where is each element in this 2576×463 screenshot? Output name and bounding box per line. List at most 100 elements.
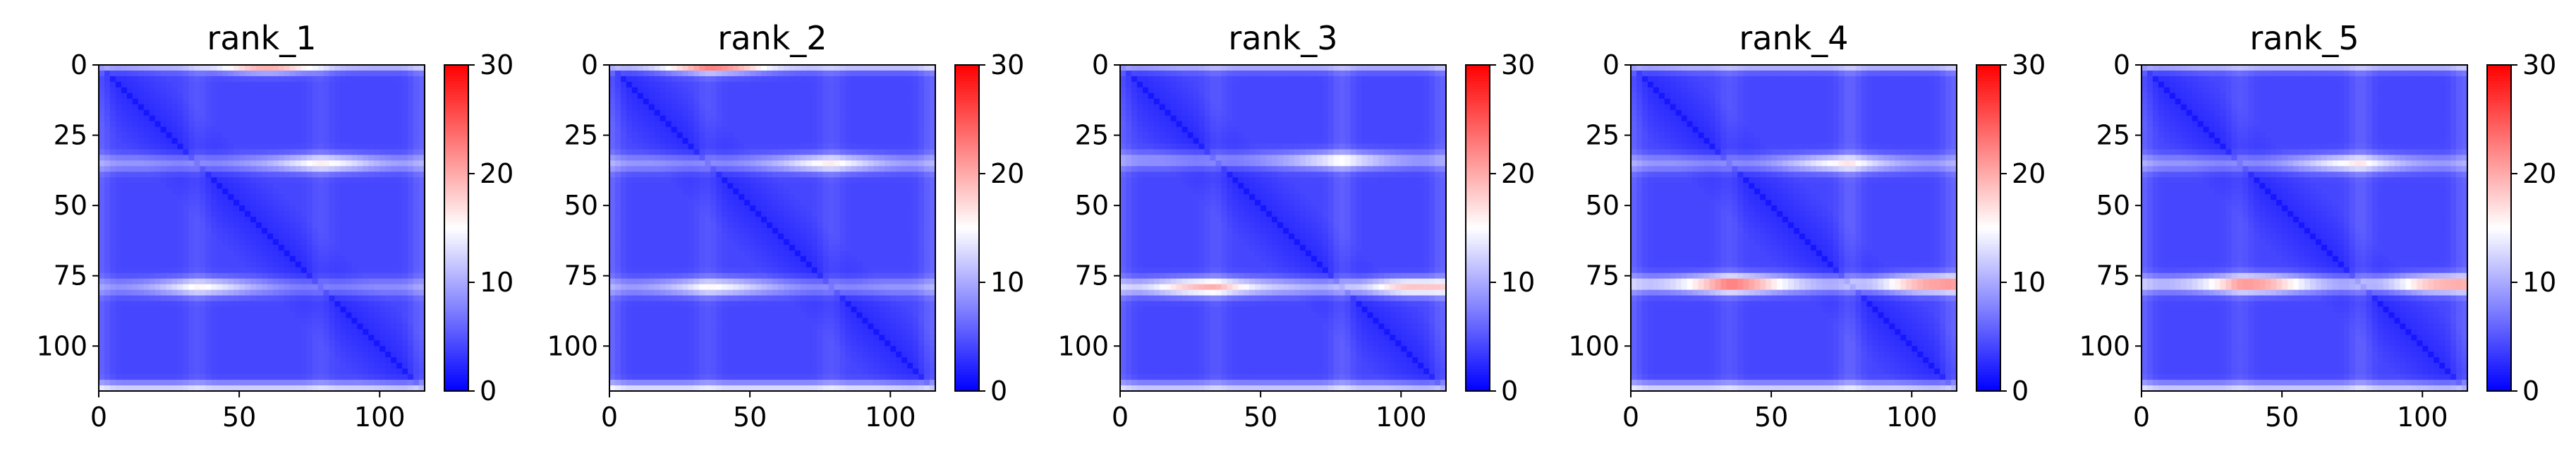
heatmap-cell bbox=[205, 329, 212, 335]
colorbar-segment bbox=[444, 108, 468, 112]
colorbar-segment bbox=[444, 296, 468, 299]
heatmap-cell bbox=[262, 143, 268, 150]
heatmap-cell bbox=[828, 143, 835, 150]
heatmap-cell bbox=[222, 340, 229, 347]
heatmap-cell bbox=[643, 188, 650, 195]
heatmap-cell bbox=[744, 109, 751, 116]
heatmap-cell bbox=[126, 98, 133, 105]
heatmap-cell bbox=[267, 81, 274, 88]
heatmap-cell bbox=[750, 205, 756, 212]
heatmap-cell bbox=[239, 244, 245, 251]
heatmap-cell bbox=[284, 166, 291, 172]
heatmap-cell bbox=[200, 368, 206, 375]
heatmap-cell bbox=[828, 109, 835, 116]
heatmap-cell bbox=[817, 98, 824, 105]
heatmap-cell bbox=[620, 70, 627, 77]
heatmap-cell bbox=[154, 76, 162, 83]
heatmap-cell bbox=[183, 312, 190, 319]
heatmap-cell bbox=[233, 194, 240, 200]
heatmap-cell bbox=[676, 87, 684, 94]
heatmap-cell bbox=[806, 160, 813, 167]
heatmap-cell bbox=[132, 351, 139, 358]
heatmap-cell bbox=[329, 87, 336, 94]
heatmap-cell bbox=[323, 306, 330, 313]
heatmap-cell bbox=[822, 200, 830, 206]
heatmap-cell bbox=[160, 312, 167, 319]
heatmap-cell bbox=[340, 250, 347, 257]
heatmap-cell bbox=[149, 70, 156, 77]
heatmap-cell bbox=[609, 149, 616, 156]
heatmap-cell bbox=[177, 368, 184, 375]
heatmap-cell bbox=[368, 278, 375, 285]
heatmap-cell bbox=[289, 65, 296, 71]
heatmap-cell bbox=[166, 244, 173, 251]
heatmap-cell bbox=[171, 357, 178, 363]
heatmap-cell bbox=[295, 70, 302, 77]
heatmap-cell bbox=[626, 98, 633, 105]
heatmap-cell bbox=[750, 121, 756, 128]
heatmap-cell bbox=[839, 87, 846, 94]
heatmap-cell bbox=[654, 121, 661, 128]
heatmap-cell bbox=[777, 115, 784, 122]
colorbar-segment bbox=[444, 160, 468, 164]
heatmap-cell bbox=[217, 374, 223, 380]
heatmap-cell bbox=[626, 160, 633, 167]
heatmap-cell bbox=[413, 239, 420, 246]
heatmap-cell bbox=[682, 143, 689, 150]
heatmap-cell bbox=[205, 138, 212, 145]
heatmap-cell bbox=[783, 81, 790, 88]
heatmap-cell bbox=[132, 385, 139, 392]
heatmap-cell bbox=[289, 126, 296, 133]
heatmap-cell bbox=[306, 306, 313, 313]
heatmap-cell bbox=[402, 183, 408, 189]
heatmap-cell bbox=[334, 278, 341, 285]
heatmap-cell bbox=[228, 172, 234, 178]
heatmap-cell bbox=[183, 228, 190, 234]
heatmap-cell bbox=[334, 239, 341, 246]
heatmap-cell bbox=[300, 121, 308, 128]
heatmap-cell bbox=[228, 318, 234, 325]
heatmap-cell bbox=[828, 104, 835, 111]
heatmap-cell bbox=[245, 126, 251, 133]
heatmap-cell bbox=[262, 194, 268, 200]
heatmap-cell bbox=[143, 368, 150, 375]
heatmap-cell bbox=[183, 166, 190, 172]
heatmap-cell bbox=[171, 200, 178, 206]
heatmap-cell bbox=[856, 166, 863, 172]
heatmap-cell bbox=[755, 166, 762, 172]
heatmap-cell bbox=[924, 87, 930, 94]
heatmap-cell bbox=[149, 109, 156, 116]
heatmap-cell bbox=[300, 166, 308, 172]
heatmap-cell bbox=[744, 183, 751, 189]
heatmap-cell bbox=[357, 188, 363, 195]
heatmap-cell bbox=[317, 289, 324, 296]
heatmap-cell bbox=[379, 284, 386, 291]
heatmap-cell bbox=[761, 81, 767, 88]
heatmap-cell bbox=[200, 284, 206, 291]
heatmap-cell bbox=[99, 306, 105, 313]
heatmap-cell bbox=[346, 172, 353, 178]
heatmap-cell bbox=[340, 177, 347, 184]
heatmap-cell bbox=[121, 138, 128, 145]
heatmap-cell bbox=[419, 272, 425, 279]
heatmap-cell bbox=[385, 172, 391, 178]
heatmap-cell bbox=[126, 335, 133, 341]
heatmap-cell bbox=[379, 318, 386, 325]
heatmap-cell bbox=[109, 261, 116, 268]
heatmap-cell bbox=[295, 188, 302, 195]
heatmap-cell bbox=[149, 87, 156, 94]
heatmap-cell bbox=[744, 98, 751, 105]
heatmap-cell bbox=[817, 160, 824, 167]
heatmap-cell bbox=[99, 301, 105, 308]
colorbar-tick-label: 10 bbox=[480, 267, 514, 298]
heatmap-cell bbox=[272, 385, 279, 392]
heatmap-cell bbox=[408, 115, 414, 122]
heatmap-cell bbox=[217, 261, 223, 268]
heatmap-cell bbox=[154, 306, 162, 313]
heatmap-cell bbox=[744, 81, 751, 88]
heatmap-cell bbox=[385, 301, 391, 308]
heatmap-cell bbox=[654, 92, 661, 100]
heatmap-cell bbox=[256, 272, 262, 279]
